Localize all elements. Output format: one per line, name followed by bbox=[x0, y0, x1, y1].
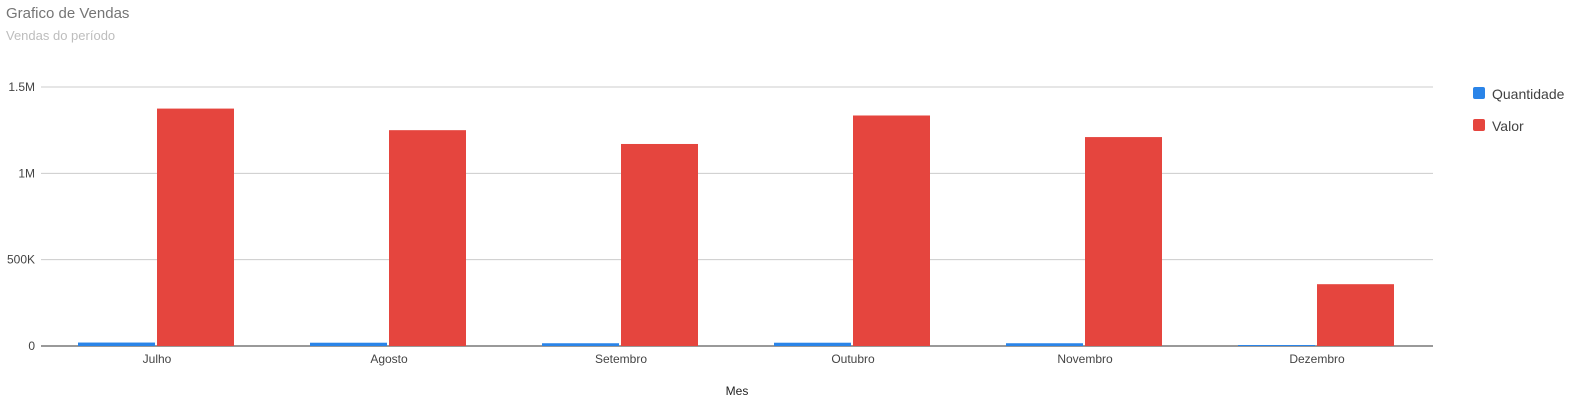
bar-valor bbox=[157, 108, 234, 346]
legend-label: Quantidade bbox=[1492, 86, 1565, 102]
y-axis-tick-labels: 0 500K 1M 1.5M bbox=[7, 80, 35, 353]
bar-quantidade bbox=[1006, 343, 1083, 346]
legend-swatch bbox=[1473, 87, 1485, 99]
bar-valor bbox=[621, 143, 698, 346]
bar-valor bbox=[389, 130, 466, 346]
x-tick-label: Agosto bbox=[370, 352, 408, 366]
bars bbox=[78, 108, 1394, 347]
x-tick-label: Novembro bbox=[1057, 352, 1113, 366]
bar-quantidade bbox=[78, 342, 155, 346]
bar-valor bbox=[1317, 284, 1394, 346]
y-tick-label: 0 bbox=[28, 339, 35, 353]
x-axis-title: Mes bbox=[726, 384, 749, 398]
y-tick-label: 1M bbox=[18, 166, 35, 180]
x-tick-label: Julho bbox=[143, 352, 172, 366]
bar-quantidade bbox=[310, 342, 387, 346]
y-tick-label: 1.5M bbox=[8, 80, 35, 94]
bar-quantidade bbox=[774, 342, 851, 346]
x-axis-tick-labels: Julho Agosto Setembro Outubro Novembro Dezemb… bbox=[143, 352, 1345, 366]
x-tick-label: Outubro bbox=[831, 352, 875, 366]
chart-title: Grafico de Vendas bbox=[6, 5, 130, 22]
x-tick-label: Setembro bbox=[595, 352, 647, 366]
bar-quantidade bbox=[1238, 345, 1315, 346]
legend-swatch bbox=[1473, 119, 1485, 131]
bar-valor bbox=[1085, 137, 1162, 346]
chart-subtitle: Vendas do período bbox=[6, 28, 116, 43]
x-tick-label: Dezembro bbox=[1289, 352, 1345, 366]
gridlines bbox=[41, 86, 1433, 347]
bar-quantidade bbox=[542, 343, 619, 346]
legend-label: Valor bbox=[1492, 118, 1524, 134]
y-tick-label: 500K bbox=[7, 253, 35, 267]
legend: Quantidade Valor bbox=[1473, 86, 1565, 134]
bar-valor bbox=[853, 115, 930, 347]
